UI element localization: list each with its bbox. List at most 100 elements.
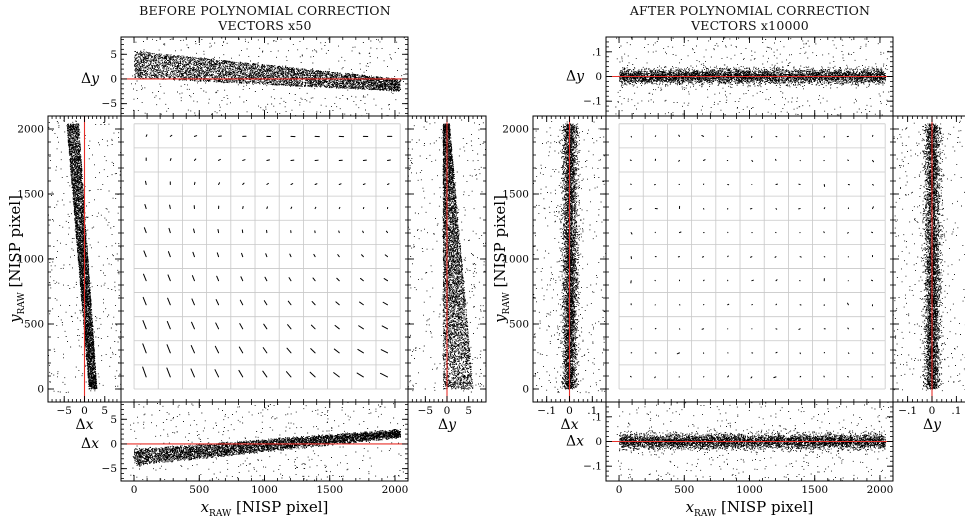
- after-vector-mark: [847, 232, 849, 234]
- before-vector-mark: [381, 325, 389, 330]
- before-vector-mark: [218, 182, 221, 186]
- after-vector-mark: [750, 376, 753, 379]
- before-vector-mark: [357, 348, 364, 354]
- before-bot-yticks: −5 0 5: [102, 404, 408, 479]
- before-vector-mark: [166, 367, 171, 378]
- before-vector-mark: [379, 372, 389, 378]
- after-bot-xtick-label: 0: [616, 484, 623, 496]
- before-bot-ytick-label: 0: [110, 438, 117, 450]
- before-bot-ytick-label: 5: [110, 414, 117, 426]
- after-right-xtick-label: −.1: [898, 405, 917, 417]
- before-vector-mark: [380, 349, 389, 354]
- after-vector-mark: [678, 134, 680, 137]
- before-right-yticks: [408, 128, 486, 390]
- after-vector-mark: [872, 184, 874, 186]
- after-top-points: [615, 37, 890, 116]
- before-vector-mark: [169, 204, 171, 210]
- after-vector-mark: [703, 159, 706, 161]
- after-top-yticks: −.1 0 .1: [583, 36, 893, 117]
- before-vector-mark: [142, 296, 147, 306]
- after-left-xtick-label: −.1: [537, 405, 556, 417]
- before-left-xtick-label: 0: [81, 405, 88, 417]
- before-vector-mark: [215, 322, 220, 330]
- before-left-xlabel: Δx: [75, 417, 93, 433]
- before-vector-mark: [190, 345, 195, 354]
- before-vector-mark: [191, 321, 195, 330]
- before-vector-mark: [262, 347, 268, 354]
- before-vector-mark: [335, 301, 340, 306]
- after-left-xtick-label: .1: [587, 405, 597, 417]
- before-vector-mark: [286, 347, 292, 354]
- after-bot-ylabel: Δx: [566, 434, 584, 450]
- before-vector-mark: [240, 276, 244, 282]
- before-vector-mark: [309, 371, 316, 378]
- before-vector-mark: [167, 274, 171, 282]
- after-top-ytick-label: −.1: [583, 96, 602, 108]
- after-bot-xtick-label: 500: [674, 484, 694, 496]
- before-vector-mark: [166, 320, 171, 330]
- after-right-xticks: −.1 0 .1: [892, 116, 962, 417]
- before-vector-mark: [218, 158, 221, 161]
- before-vector-mark: [314, 206, 317, 210]
- after-left-xlabel: Δx: [560, 417, 578, 433]
- before-vector-mark: [145, 180, 147, 186]
- after-bot-xtick-label: 1000: [736, 484, 763, 496]
- before-left-xtick-label: 5: [101, 405, 108, 417]
- before-vector-mark: [239, 323, 244, 330]
- before-vector-mark: [166, 344, 171, 354]
- before-vectors: [142, 134, 393, 378]
- before-bot-ytick-label: −5: [102, 463, 117, 475]
- after-vector-mark: [775, 208, 778, 210]
- before-vector-mark: [167, 297, 171, 306]
- after-vector-mark: [847, 302, 849, 306]
- before-vector-mark: [242, 159, 246, 161]
- before-vector-mark: [384, 254, 389, 258]
- before-vector-mark: [289, 253, 292, 258]
- after-bot-yticks: −.1 0 .1: [583, 401, 893, 482]
- after-right-xtick-label: 0: [929, 405, 936, 417]
- before-top-yticks: −5 0 5: [102, 39, 408, 114]
- before-vector-mark: [145, 134, 148, 137]
- before-top-ytick-label: 5: [110, 49, 117, 61]
- before-vector-mark: [217, 228, 220, 234]
- after-left-ytick-label: 500: [509, 319, 529, 331]
- before-left-scatter: [48, 119, 121, 393]
- before-bot-xticks: 0 500 1000 1500 2000: [131, 402, 408, 496]
- after-vector-mark: [872, 206, 874, 210]
- before-vector-mark: [290, 206, 293, 210]
- before-vector-mark: [167, 251, 171, 258]
- before-main-yticks: [121, 128, 408, 390]
- before-top-ytick-label: 0: [110, 73, 117, 85]
- after-left-xtick-label: 0: [566, 405, 573, 417]
- before-vector-mark: [385, 230, 389, 234]
- before-right-xticks: −5 0 5: [407, 116, 487, 417]
- after-left-ytick-label: 0: [522, 384, 529, 396]
- left-title-line1: BEFORE POLYNOMIAL CORRECTION: [139, 3, 391, 18]
- before-vector-mark: [285, 371, 292, 378]
- after-vector-mark: [799, 375, 802, 378]
- after-vector-mark: [773, 376, 777, 379]
- after-bot-ytick-label: −.1: [583, 461, 602, 473]
- before-vector-mark: [191, 298, 195, 306]
- before-vector-mark: [310, 324, 316, 330]
- before-vector-mark: [214, 345, 220, 354]
- after-main-xticks: [618, 116, 881, 402]
- before-left-ytick-label: 1500: [17, 189, 44, 201]
- before-top-ytick-label: −5: [102, 98, 117, 110]
- after-top-scatter: [615, 37, 890, 116]
- before-top-points: [131, 37, 405, 116]
- after-vector-mark: [775, 279, 778, 282]
- after-vector-mark: [775, 351, 778, 354]
- before-vector-mark: [216, 252, 220, 258]
- before-vector-mark: [142, 320, 147, 330]
- before-bot-xtick-label: 500: [189, 484, 209, 496]
- after-vector-mark: [774, 256, 777, 258]
- before-main-frame: [120, 115, 409, 403]
- before-vector-mark: [338, 206, 341, 210]
- before-vector-mark: [193, 181, 196, 186]
- after-left-ytick-label: 1500: [502, 189, 529, 201]
- after-ylabel: yRAW [NISP pixel]: [491, 195, 512, 324]
- left-title-line2: VECTORS x50: [218, 18, 312, 33]
- before-vector-mark: [193, 135, 198, 137]
